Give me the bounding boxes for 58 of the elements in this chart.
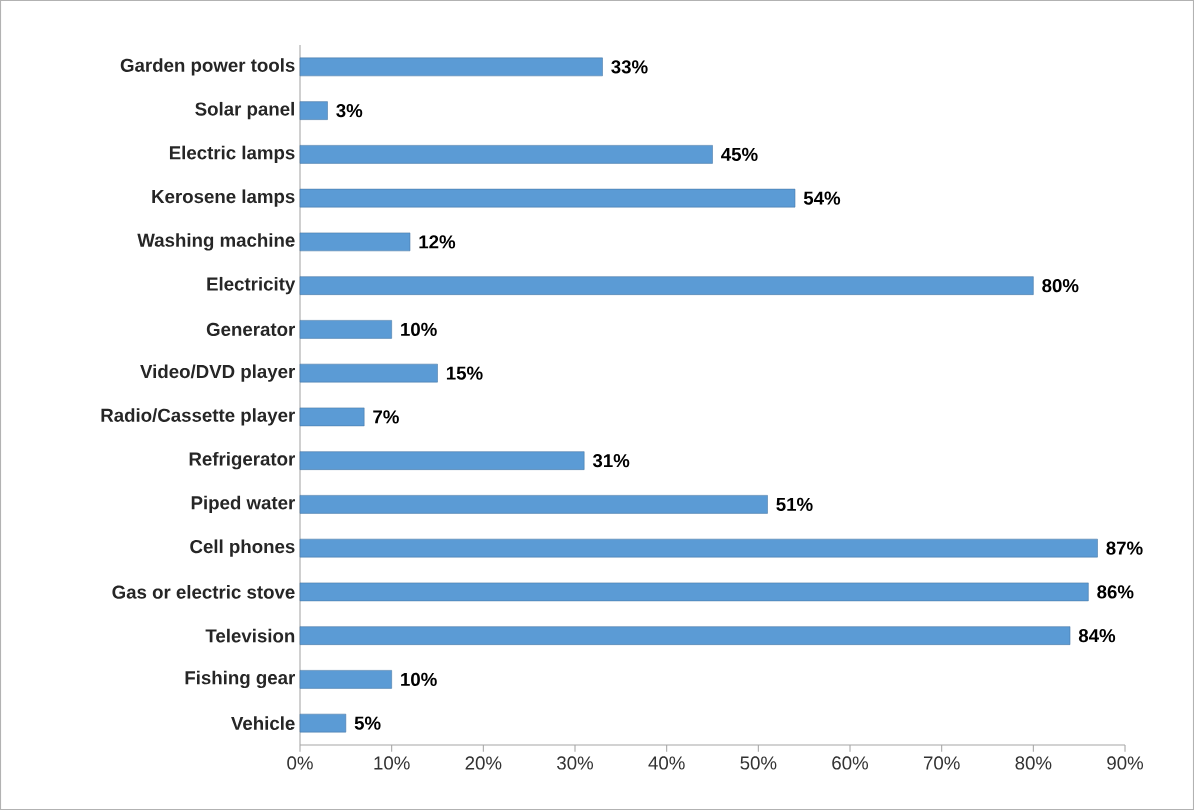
y-tick-label: Vehicle (231, 716, 295, 730)
bar (299, 713, 347, 733)
data-label: 5% (354, 716, 381, 730)
data-label: 45% (721, 147, 758, 161)
y-tick-label: Washing machine (137, 233, 295, 251)
bar (299, 670, 392, 689)
bar (299, 451, 585, 470)
bar (299, 320, 392, 339)
y-tick-label: Electric lamps (169, 145, 295, 164)
bar (299, 145, 713, 164)
y-tick-label: Electricity (207, 276, 296, 295)
y-tick-label: Kerosene lamps (152, 189, 295, 207)
data-label: 87% (1106, 541, 1143, 555)
bar (299, 232, 411, 252)
data-label: 84% (1078, 629, 1116, 643)
y-tick-label: Cell phones (190, 539, 295, 557)
x-tick-label: 0% (287, 756, 313, 770)
data-label: 3% (336, 103, 363, 118)
data-label: 10% (401, 672, 437, 686)
bar (299, 538, 1098, 558)
data-label: 33% (611, 60, 648, 74)
data-label: 80% (1042, 279, 1079, 293)
y-tick-label: Garden power tools (120, 58, 295, 76)
data-label: 15% (446, 366, 483, 380)
y-tick-label: Radio/Cassette player (101, 408, 295, 426)
x-tick-label: 30% (557, 756, 594, 770)
data-label: 51% (776, 497, 813, 511)
data-label: 31% (592, 453, 630, 468)
x-tick-label: 20% (465, 756, 502, 770)
data-label: 86% (1097, 585, 1134, 599)
bar (299, 582, 1089, 602)
y-tick-label: Gas or electric stove (112, 585, 295, 599)
x-tick-label: 80% (1015, 756, 1052, 770)
y-tick-label: Video/DVD player (140, 364, 295, 382)
bar (299, 57, 603, 77)
data-label: 54% (803, 191, 841, 205)
data-label: 10% (401, 322, 437, 336)
y-tick-label: Solar panel (195, 101, 294, 120)
x-tick-label: 50% (740, 756, 777, 770)
y-tick-label: Generator (206, 322, 296, 336)
y-tick-label: Refrigerator (189, 451, 295, 470)
bar (299, 407, 365, 427)
x-tick-label: 10% (374, 756, 410, 770)
bar (299, 101, 328, 120)
data-label: 12% (419, 235, 456, 249)
bar (299, 188, 796, 208)
y-tick-label: Fishing gear (185, 670, 296, 689)
y-tick-label: Television (205, 628, 295, 643)
data-label: 7% (373, 410, 399, 424)
y-tick-label: Piped water (191, 495, 295, 514)
x-tick-label: 90% (1107, 756, 1144, 770)
x-tick-label: 70% (923, 756, 960, 770)
bar (299, 495, 768, 514)
x-tick-label: 40% (648, 756, 685, 770)
bar (299, 626, 1071, 645)
x-tick-label: 60% (832, 756, 869, 770)
bar (299, 363, 438, 383)
bar (299, 276, 1034, 295)
